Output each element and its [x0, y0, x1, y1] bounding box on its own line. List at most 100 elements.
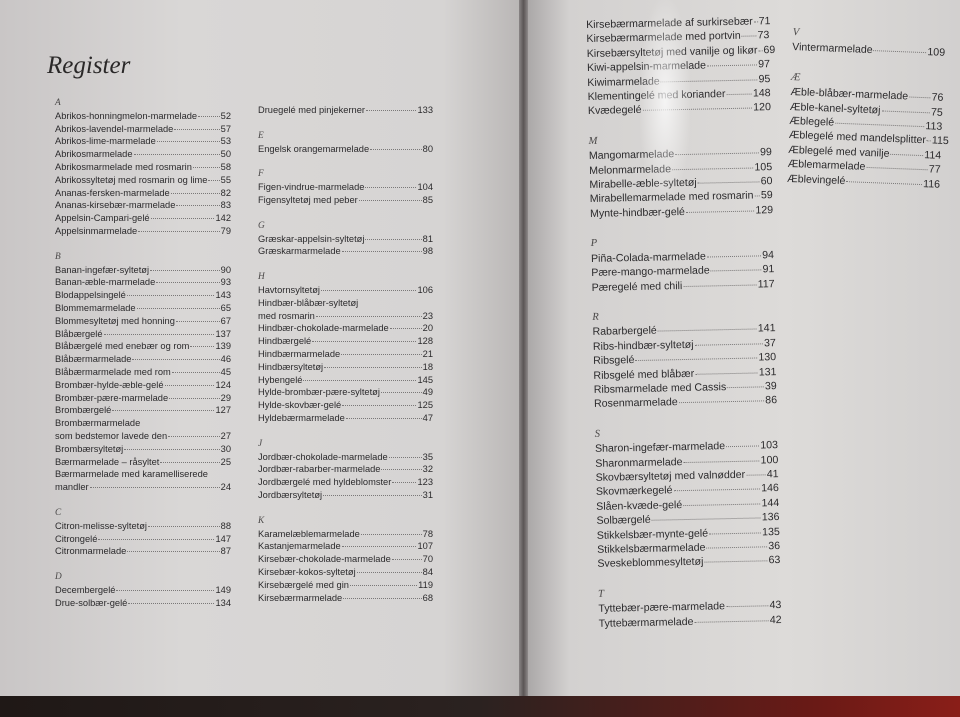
index-entry: Abrikosmarmelade med rosmarin 58 [55, 161, 231, 174]
index-section: C Citron-melisse-syltetøj 88 Citrongelé 147 C… [55, 507, 231, 558]
entry-title: Jordbær-chokolade-marmelade [258, 451, 388, 462]
entry-page-number: 124 [215, 379, 231, 390]
section-letter: K [258, 515, 265, 526]
dot-leader [704, 560, 768, 564]
index-entry: Abrikosmarmelade 50 [55, 148, 231, 161]
dot-leader [725, 605, 769, 608]
index-entry: Ananas-kirsebær-marmelade 83 [55, 199, 231, 212]
entry-page-number: 141 [757, 322, 776, 335]
entry-page-number: 39 [764, 380, 777, 393]
entry-title: Figen-vindrue-marmelade [258, 182, 365, 193]
entry-title: Solbærgelé [596, 513, 651, 528]
entry-page-number: 127 [215, 405, 231, 416]
entry-title: Brombær-hylde-æble-gelé [55, 379, 164, 390]
dot-leader [103, 333, 215, 335]
entry-title: Kirsebær-chokolade-marmelade [258, 554, 391, 565]
entry-page-number: 67 [220, 315, 231, 326]
dot-leader [150, 269, 220, 271]
index-entry: Tyttebærmarmelade 42 [599, 613, 782, 631]
entry-page-number: 109 [927, 46, 946, 60]
entry-page-number: 136 [761, 511, 780, 524]
dot-leader [846, 180, 923, 185]
index-entry: Græskarmarmelade 98 [258, 245, 433, 258]
index-entry: mandler 24 [55, 481, 231, 494]
index-section: P Piña-Colada-marmelade 94 Pære-mango-marme… [591, 233, 775, 294]
index-entry: Druegelé med pinjekerner 133 [258, 104, 433, 117]
dot-leader [835, 122, 925, 128]
entry-page-number: 105 [754, 160, 773, 174]
dot-leader [695, 372, 758, 375]
dot-leader [98, 538, 215, 540]
entry-title: Appelsin-Campari-gelé [55, 213, 150, 224]
entry-title: Brombærgelé [55, 405, 112, 416]
entry-page-number: 142 [215, 213, 231, 224]
entry-page-number: 25 [220, 456, 231, 467]
entry-title: Blåbærgelé med enebær og rom [55, 341, 190, 352]
right-page [526, 0, 960, 700]
entry-title: Abrikosmarmelade [55, 149, 133, 160]
entry-title: Ananas-fersken-marmelade [55, 187, 170, 198]
index-entry: med rosmarin 23 [258, 310, 433, 323]
entry-page-number: 18 [422, 361, 433, 372]
entry-page-number: 115 [931, 134, 950, 148]
entry-title: Ananas-kirsebær-marmelade [55, 200, 176, 211]
dot-leader [365, 187, 417, 189]
section-letter: F [258, 169, 264, 180]
entry-page-number: 35 [422, 451, 433, 462]
entry-title: Sveskeblommesyltetøj [597, 556, 704, 571]
index-entry: Abrikos-lime-marmelade 53 [55, 135, 231, 148]
index-entry: Hindbærmarmelade 21 [258, 348, 433, 361]
entry-page-number: 131 [758, 365, 777, 378]
dot-leader [124, 448, 220, 450]
dot-leader [683, 460, 760, 463]
dot-leader [380, 392, 422, 394]
index-column-3: Kirsebærmarmelade af surkirsebær 71 Kirseb… [586, 14, 782, 647]
dot-leader [126, 295, 215, 297]
index-entry: Banan-ingefær-syltetøj 90 [55, 264, 231, 277]
entry-title: Slåen-kvæde-gelé [596, 498, 683, 513]
entry-title: Vintermarmelade [791, 41, 873, 57]
entry-page-number: 76 [931, 91, 944, 105]
entry-title: Ribsgelé [593, 354, 635, 368]
dot-leader [381, 469, 422, 471]
entry-title: som bedstemor lavede den [55, 430, 168, 441]
index-section: V Vintermarmelade 109 [792, 26, 946, 61]
entry-page-number: 97 [758, 58, 771, 71]
index-entry: Citronmarmelade 87 [55, 545, 231, 558]
dot-leader [706, 546, 768, 549]
index-entry: Citron-melisse-syltetøj 88 [55, 520, 231, 533]
table-surface [0, 696, 960, 717]
entry-page-number: 103 [760, 439, 779, 452]
entry-title: Blommesyltetøj med honning [55, 315, 175, 326]
entry-page-number: 47 [422, 412, 433, 423]
entry-page-number: 60 [760, 175, 773, 188]
entry-title: Karamelæblemarmelade [258, 528, 360, 539]
dot-leader [345, 417, 422, 419]
index-entry: Sveskeblommesyltetøj 63 [597, 553, 780, 571]
entry-first-line: Brombærmarmelade [55, 418, 141, 429]
entry-page-number: 83 [220, 200, 231, 211]
dot-leader [754, 195, 760, 197]
dot-leader [112, 410, 215, 412]
entry-title: Ribs-hindbær-syltetøj [592, 338, 694, 353]
entry-page-number: 100 [760, 453, 779, 467]
dot-leader [208, 179, 220, 181]
entry-first-line: Hindbær-blåbær-syltetøj [258, 297, 359, 308]
entry-title: Pæregelé med chili [591, 279, 683, 294]
index-entry: Kirsebærmarmelade 68 [258, 592, 433, 605]
book-gutter [519, 0, 528, 700]
dot-leader [168, 435, 220, 437]
dot-leader [171, 371, 220, 373]
entry-title: Mynte-hindbær-gelé [589, 205, 686, 220]
entry-page-number: 129 [755, 204, 774, 217]
index-entry: Banan-æble-marmelade 93 [55, 276, 231, 289]
index-entry: Figensyltetøj med peber 85 [258, 194, 433, 207]
index-section: A Abrikos-honningmelon-marmelade 52 Abrikos… [55, 97, 231, 238]
entry-page-number: 139 [215, 341, 231, 352]
entry-title: Klementingelé med koriander [587, 88, 726, 104]
dot-leader [726, 445, 760, 448]
entry-title: Hindbærgelé [258, 336, 312, 347]
entry-title: Figensyltetøj med peber [258, 194, 358, 205]
entry-title: Hindbærmarmelade [258, 348, 341, 359]
entry-title: Hylde-brombær-pære-syltetøj [258, 387, 380, 398]
